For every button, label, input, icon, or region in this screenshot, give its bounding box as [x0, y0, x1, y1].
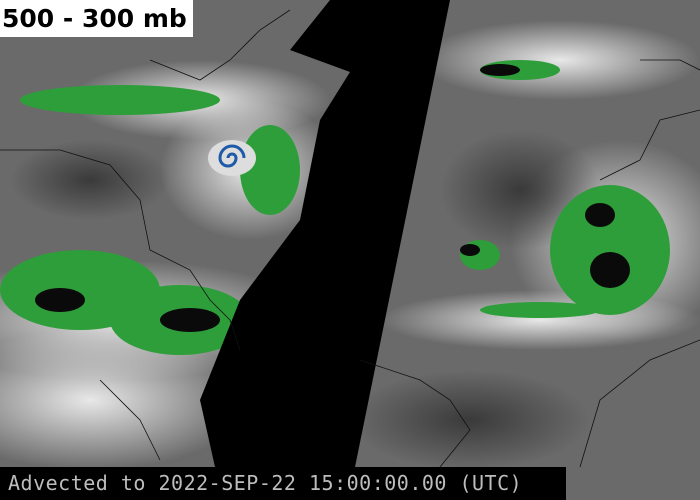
no-data-swath: [200, 0, 450, 467]
deep-convection: [35, 64, 630, 332]
hurricane-swirl: [208, 140, 256, 176]
timestamp-caption: Advected to 2022-SEP-22 15:00:00.00 (UTC…: [0, 467, 566, 500]
moisture-areas: [0, 60, 670, 355]
coastlines: [0, 9, 700, 468]
layer-title: 500 - 300 mb: [0, 0, 193, 37]
